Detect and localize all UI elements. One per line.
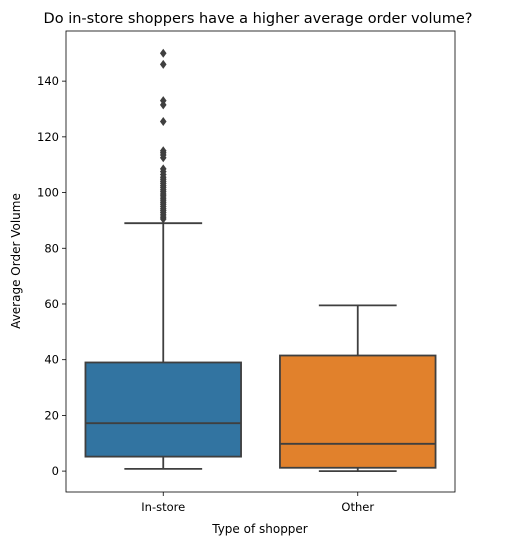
outlier-point xyxy=(159,146,167,156)
x-tick-label: Other xyxy=(341,500,374,514)
outlier-point xyxy=(159,117,167,127)
x-axis-label: Type of shopper xyxy=(211,522,308,536)
box xyxy=(84,361,242,458)
y-axis-label: Average Order Volume xyxy=(9,193,23,329)
y-tick-label: 120 xyxy=(37,130,59,144)
x-tick-label: In-store xyxy=(141,500,185,514)
y-tick-label: 0 xyxy=(52,464,59,478)
y-tick-label: 80 xyxy=(44,241,59,255)
plot-area xyxy=(84,48,437,473)
chart-title: Do in-store shoppers have a higher avera… xyxy=(44,11,473,27)
outlier-point xyxy=(159,48,167,58)
box xyxy=(279,354,437,469)
y-tick-label: 60 xyxy=(44,297,59,311)
outlier-point xyxy=(159,164,167,174)
y-tick-label: 140 xyxy=(37,74,59,88)
box-group-other xyxy=(279,304,437,473)
y-axis: 0 20 40 60 80 100 120 140 xyxy=(37,74,66,478)
y-tick-label: 100 xyxy=(37,186,59,200)
plot-frame xyxy=(65,30,456,493)
y-tick-label: 40 xyxy=(44,353,59,367)
y-tick-label: 20 xyxy=(44,408,59,422)
x-axis: In-store Other xyxy=(141,492,374,514)
box-group-in-store xyxy=(84,48,242,470)
outlier-point xyxy=(159,96,167,106)
outlier-point xyxy=(159,59,167,69)
